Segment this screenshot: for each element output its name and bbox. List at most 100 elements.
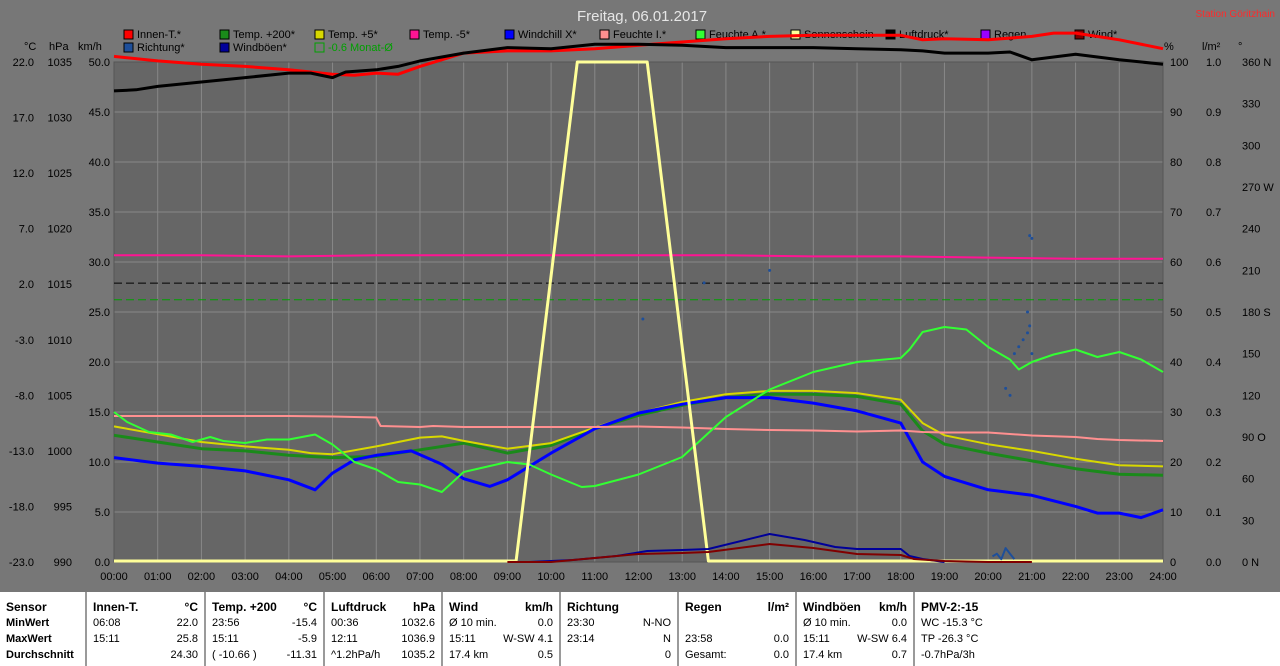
x-tick-label: 10:00: [537, 571, 565, 583]
wind-line: [507, 543, 1032, 563]
windchill-x-line: [113, 396, 1164, 520]
windboeen-distance: 17.4 km: [803, 649, 843, 661]
wind-tick: 5.0: [95, 507, 110, 519]
col-sensor: Sensor MinWert MaxWert Durchschnitt: [0, 592, 87, 666]
x-tick-label: 02:00: [188, 571, 216, 583]
humidity-tick: 10: [1170, 507, 1182, 519]
rain-tick: 0.6: [1206, 257, 1221, 269]
x-tick-label: 18:00: [887, 571, 915, 583]
richtung-row3-value: 0: [664, 649, 671, 661]
temp200-max-value: -5.9: [298, 633, 317, 645]
regen-total-value: 0.0: [773, 649, 789, 661]
legend-label: Feuchte I.*: [613, 29, 667, 41]
direction-tick: 360 N: [1242, 57, 1271, 69]
col-temp200: Temp. +200 °C 23:56 -15.4 15:11 -5.9 ( -10.…: [206, 592, 325, 666]
wind-tick: 30.0: [89, 257, 110, 269]
innen-max-value: 25.8: [176, 633, 198, 645]
maxwert-label: MaxWert: [6, 633, 52, 645]
wind-row1-value: 0.0: [537, 617, 553, 629]
x-tick-label: 12:00: [625, 571, 653, 583]
richtung-row2-time: 23:14: [567, 633, 595, 645]
temp-tick: -23.0: [9, 557, 34, 569]
pressure-tick: 990: [54, 557, 72, 569]
humidity-tick: 20: [1170, 457, 1182, 469]
legend-swatch: [123, 42, 134, 53]
wind-tick: 0.0: [95, 557, 110, 569]
wind-tick: 40.0: [89, 157, 110, 169]
x-tick-label: 03:00: [231, 571, 259, 583]
x-tick-label: 16:00: [800, 571, 828, 583]
x-ticks: 00:00 01:00 02:00 03:00 04:00 05:00 06:00 07:00…: [100, 571, 1177, 583]
direction-tick: 180 S: [1242, 307, 1271, 319]
col-wind: Wind km/h Ø 10 min. 0.0 15:11 W-SW 4.1 17.4…: [443, 592, 561, 666]
humidity-tick: 90: [1170, 107, 1182, 119]
x-tick-label: 17:00: [843, 571, 871, 583]
pressure-tick: 1025: [48, 168, 72, 180]
minwert-label: MinWert: [6, 617, 50, 629]
richtung-row2-value: N: [663, 633, 671, 645]
wind-header: Wind: [449, 600, 479, 614]
temp200-unit: °C: [303, 600, 317, 614]
wind-max-value: W-SW 4.1: [503, 633, 553, 645]
x-tick-label: 15:00: [756, 571, 784, 583]
richtung-row1-value: N-NO: [642, 617, 671, 629]
wind-row1-label: Ø 10 min.: [449, 617, 497, 629]
x-tick-label: 05:00: [319, 571, 347, 583]
direction-tick: 0 N: [1242, 557, 1259, 569]
direction-tick: 30: [1242, 515, 1254, 527]
pmv-dewpoint: TP -26.3 °C: [921, 633, 979, 645]
x-tick-label: 21:00: [1018, 571, 1046, 583]
temp-200-line: [113, 392, 1164, 477]
direction-tick: 330: [1242, 99, 1260, 111]
legend-swatch: [314, 29, 325, 40]
temp-axis-label: °C: [24, 41, 36, 53]
windboeen-max-time: 15:11: [803, 633, 830, 645]
temp-tick: 22.0: [13, 57, 34, 69]
innen-min-value: 22.0: [176, 617, 198, 629]
legend-label: -0.6 Monat-Ø: [328, 42, 393, 54]
x-tick-label: 04:00: [275, 571, 303, 583]
pmv-pressure-trend: -0.7hPa/3h: [921, 649, 975, 661]
richtung-point: [1030, 352, 1034, 356]
direction-tick: 210: [1242, 265, 1260, 277]
luftdruck-max-time: 12:11: [331, 633, 358, 645]
direction-tick: 90 O: [1242, 432, 1266, 444]
wind-tick: 25.0: [89, 307, 110, 319]
direction-tick: 270 W: [1242, 182, 1274, 194]
series-group: [113, 31, 1164, 563]
col-innen: Innen-T. °C 06:08 22.0 15:11 25.8 24.30: [87, 592, 206, 666]
richtung-point: [1017, 345, 1021, 349]
temp-tick: 2.0: [19, 279, 34, 291]
legend-swatch: [409, 29, 420, 40]
direction-tick: 240: [1242, 224, 1260, 236]
legend-swatch: [219, 42, 230, 53]
rain-tick: 0.7: [1206, 207, 1221, 219]
richtung-point: [1012, 352, 1016, 356]
legend-label: Temp. +200*: [233, 29, 296, 41]
pmv-header: PMV-2:-15: [921, 600, 979, 614]
humidity-tick: 0: [1170, 557, 1176, 569]
windboeen-header: Windböen: [803, 600, 861, 614]
wind-max-time: 15:11: [449, 633, 476, 645]
richtung-point: [1021, 338, 1025, 342]
legend-label: Temp. +5*: [328, 29, 379, 41]
col-windboeen: Windböen km/h Ø 10 min. 0.0 15:11 W-SW 6.4 …: [797, 592, 915, 666]
regen-total-label: Gesamt:: [685, 649, 727, 661]
windboeen-max-value: W-SW 6.4: [857, 633, 907, 645]
temp200-min-time: 23:56: [212, 617, 240, 629]
sonnenschein-line: [114, 60, 1163, 563]
pressure-tick: 1030: [48, 113, 72, 125]
temp-tick: -8.0: [15, 390, 34, 402]
humidity-tick: 40: [1170, 357, 1182, 369]
legend-swatch: [504, 29, 515, 40]
luftdruck-unit: hPa: [412, 600, 435, 614]
luftdruck-min-value: 1032.6: [401, 617, 435, 629]
rain-tick: 0.5: [1206, 307, 1221, 319]
x-tick-label: 08:00: [450, 571, 478, 583]
durchschnitt-label: Durchschnitt: [6, 649, 74, 661]
pressure-tick: 1010: [48, 335, 72, 347]
humidity-tick: 80: [1170, 157, 1182, 169]
wind-tick: 20.0: [89, 357, 110, 369]
x-tick-label: 14:00: [712, 571, 740, 583]
windboeen-row1-label: Ø 10 min.: [803, 617, 851, 629]
